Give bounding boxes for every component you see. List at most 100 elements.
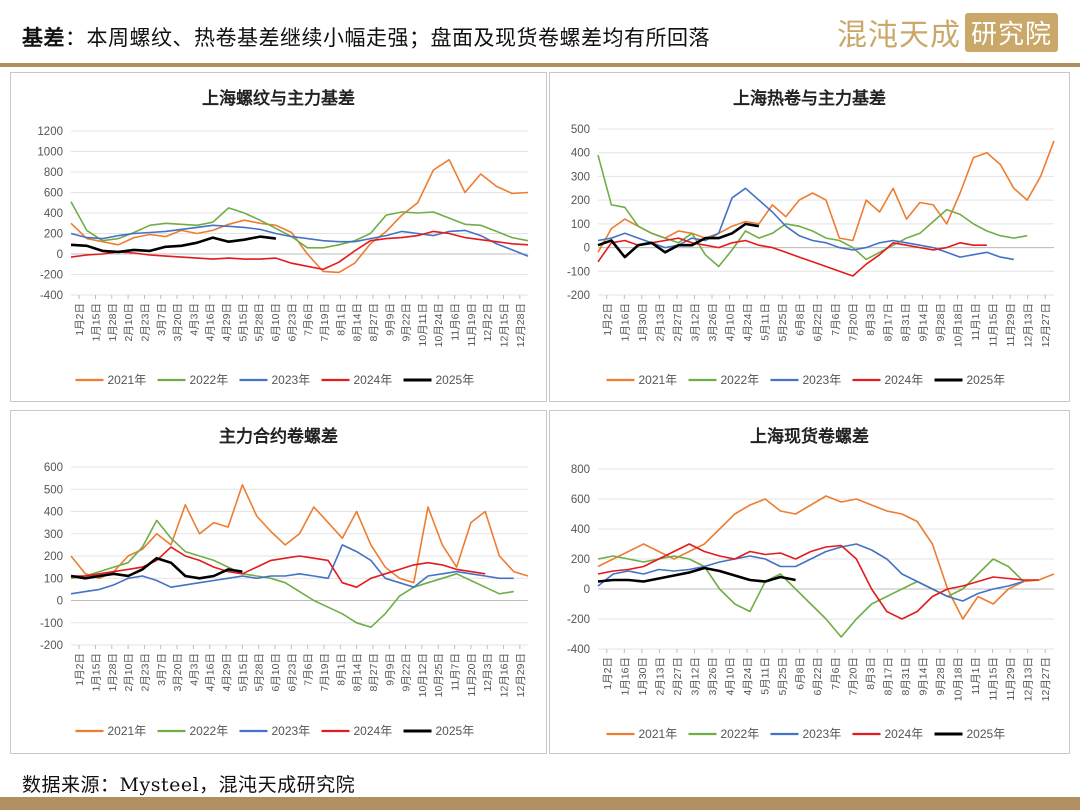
- chart-title: 上海螺纹与主力基差: [202, 88, 355, 109]
- y-tick-label: 200: [44, 229, 63, 241]
- x-tick-label: 7月20日: [847, 303, 859, 342]
- chart-panel-hrc-basis: 上海热卷与主力基差 -200 -100 0 100 200 300 400 500 1月2日 1月1…: [549, 72, 1070, 402]
- x-tick-label: 2月23日: [139, 303, 151, 342]
- chart-title: 主力合约卷螺差: [219, 426, 338, 447]
- x-tick-label: 9月22日: [401, 303, 413, 342]
- logo-text: 混沌天成: [836, 18, 961, 53]
- y-tick-label: 800: [44, 167, 63, 179]
- x-tick-label: 7月20日: [847, 657, 859, 696]
- y-tick-label: -400: [567, 644, 590, 656]
- x-tick-label: 12月29日: [515, 653, 527, 697]
- legend-label: 2025年: [436, 724, 475, 738]
- x-tick-label: 4月24日: [742, 657, 754, 696]
- legend-label: 2022年: [190, 373, 229, 387]
- series-line-2025: [70, 235, 277, 254]
- chart-panel-futures-spread: 主力合约卷螺差 -200 -100 0 100 200 300 400 500 600 1月2日 1月…: [10, 410, 547, 754]
- x-tick-label: 2月27日: [672, 657, 684, 696]
- x-tick-label: 9月9日: [384, 303, 396, 336]
- x-tick-label: 8月17日: [882, 303, 894, 342]
- x-tick-label: 4月10日: [725, 303, 737, 342]
- series-line-2022: [70, 519, 514, 628]
- x-tick-label: 1月2日: [602, 303, 614, 336]
- x-tick-label: 3月7日: [156, 653, 168, 686]
- logo-badge: 研究院: [964, 12, 1058, 52]
- x-tick-label: 1月2日: [74, 653, 86, 686]
- series-line-2021: [70, 158, 529, 274]
- x-tick-label: 12月13日: [1023, 657, 1035, 701]
- series-line-2021: [70, 484, 529, 584]
- x-tick-label: 4月10日: [725, 657, 737, 696]
- y-tick-label: 800: [571, 464, 590, 476]
- y-tick-label: 400: [44, 208, 63, 220]
- legend-label: 2024年: [354, 373, 393, 387]
- y-tick-label: 100: [571, 219, 590, 231]
- x-tick-label: 1月28日: [107, 653, 119, 692]
- y-tick-label: 400: [44, 507, 63, 519]
- y-tick-label: 300: [571, 171, 590, 183]
- x-tick-label: 11月7日: [450, 653, 462, 691]
- x-tick-label: 7月19日: [319, 303, 331, 342]
- legend-label: 2024年: [885, 373, 924, 387]
- title-text: ：本周螺纹、热卷基差继续小幅走强；盘面及现货卷螺差均有所回落: [65, 26, 710, 50]
- legend-label: 2023年: [803, 727, 842, 741]
- x-tick-label: 1月30日: [637, 303, 649, 342]
- x-tick-label: 7月6日: [830, 657, 842, 690]
- y-tick-label: 0: [57, 249, 63, 261]
- x-tick-label: 2月13日: [654, 657, 666, 696]
- y-tick-label: 1200: [37, 126, 63, 138]
- y-tick-label: 200: [571, 195, 590, 207]
- x-tick-label: 11月19日: [466, 303, 478, 347]
- x-tick-label: 10月18日: [953, 303, 965, 347]
- y-tick-label: 0: [57, 596, 63, 608]
- y-tick-label: 1000: [37, 147, 63, 159]
- legend-label: 2023年: [803, 373, 842, 387]
- x-tick-label: 8月1日: [335, 303, 347, 336]
- y-tick-label: -200: [567, 614, 590, 626]
- x-tick-label: 1月15日: [90, 303, 102, 342]
- x-tick-label: 10月18日: [953, 657, 965, 701]
- y-tick-label: -100: [567, 266, 590, 278]
- x-tick-label: 9月28日: [935, 303, 947, 342]
- x-tick-label: 12月27日: [1040, 657, 1052, 701]
- x-tick-label: 3月26日: [707, 303, 719, 342]
- x-tick-label: 11月29日: [1005, 657, 1017, 701]
- series-line-2025: [70, 556, 243, 580]
- legend-label: 2021年: [639, 373, 678, 387]
- y-tick-label: -200: [567, 290, 590, 302]
- x-tick-label: 11月6日: [450, 303, 462, 341]
- x-tick-label: 2月10日: [123, 303, 135, 342]
- chart-title: 上海热卷与主力基差: [733, 88, 886, 109]
- x-tick-label: 6月8日: [795, 303, 807, 336]
- x-tick-label: 6月10日: [270, 653, 282, 692]
- y-tick-label: -200: [40, 640, 63, 652]
- x-tick-label: 12月2日: [482, 303, 494, 342]
- footer-bar: [0, 797, 1080, 810]
- y-tick-label: 600: [44, 188, 63, 200]
- x-tick-label: 10月11日: [417, 303, 429, 347]
- y-tick-label: 100: [44, 573, 63, 585]
- series-line-2024: [70, 230, 529, 271]
- x-tick-label: 8月17日: [882, 657, 894, 696]
- x-tick-label: 5月11日: [760, 303, 772, 341]
- chart-panel-rebar-basis: 上海螺纹与主力基差 -400 -200 0 200 400 600 800 1000 1200 1月…: [10, 72, 547, 402]
- y-tick-label: -100: [40, 618, 63, 630]
- x-tick-label: 3月26日: [707, 657, 719, 696]
- x-tick-label: 4月16日: [205, 303, 217, 342]
- x-tick-label: 5月11日: [760, 657, 772, 695]
- x-tick-label: 1月16日: [619, 303, 631, 342]
- y-tick-label: 400: [571, 148, 590, 160]
- legend-label: 2025年: [967, 373, 1006, 387]
- series-line-2022: [70, 201, 529, 249]
- x-tick-label: 5月25日: [777, 303, 789, 342]
- x-tick-label: 8月31日: [900, 657, 912, 696]
- x-tick-label: 4月24日: [742, 303, 754, 342]
- x-tick-label: 6月10日: [270, 303, 282, 342]
- y-tick-label: 500: [44, 484, 63, 496]
- y-tick-label: 0: [584, 243, 590, 255]
- x-tick-label: 1月2日: [74, 303, 86, 336]
- x-tick-label: 12月28日: [515, 303, 527, 347]
- legend-label: 2023年: [272, 373, 311, 387]
- legend-label: 2022年: [721, 727, 760, 741]
- legend-label: 2024年: [885, 727, 924, 741]
- x-tick-label: 7月6日: [303, 653, 315, 686]
